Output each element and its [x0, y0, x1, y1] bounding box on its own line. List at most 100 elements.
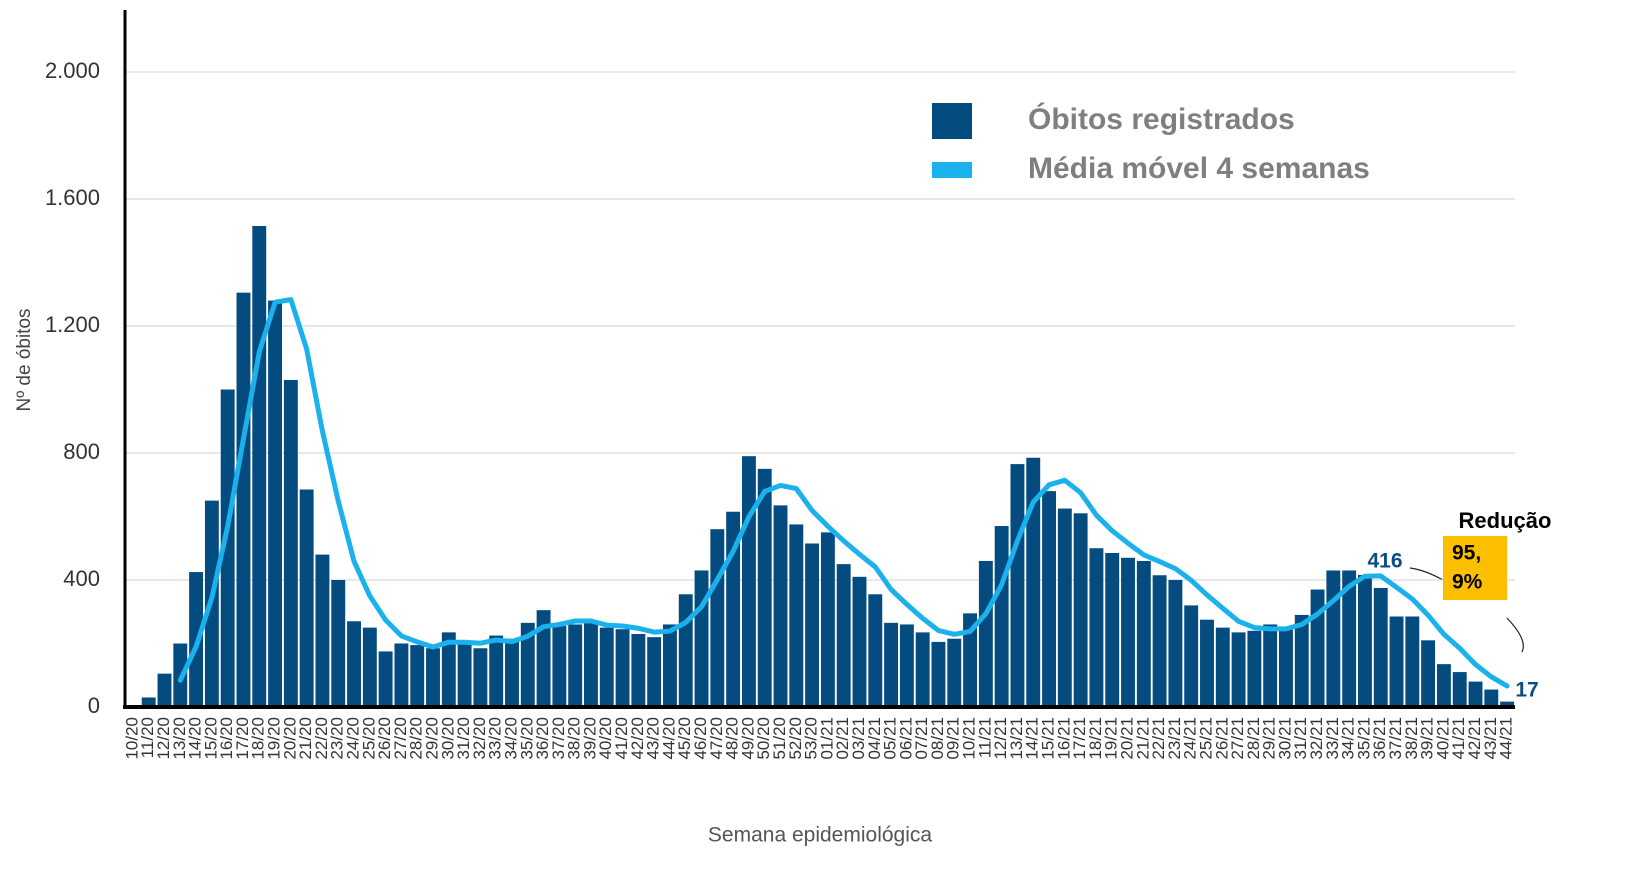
bar [994, 526, 1009, 707]
x-tick-label: 02/21 [833, 717, 852, 760]
data-label: 17 [1515, 679, 1538, 702]
x-tick-label: 14/21 [1023, 717, 1042, 760]
bar [662, 624, 677, 707]
x-tick-label: 09/21 [944, 717, 963, 760]
x-tick-label: 33/21 [1323, 717, 1342, 760]
legend-label: Média móvel 4 semanas [1028, 152, 1370, 185]
bar [820, 532, 835, 707]
y-tick-label: 400 [63, 566, 100, 591]
x-tick-label: 13/21 [1007, 717, 1026, 760]
bar [252, 225, 267, 708]
bar [647, 637, 662, 707]
x-tick-label: 21/21 [1133, 717, 1152, 760]
x-tick-label: 30/20 [438, 717, 457, 760]
x-tick-label: 29/20 [422, 717, 441, 760]
bar [805, 543, 820, 707]
x-tick-label: 21/20 [296, 717, 315, 760]
bar [868, 594, 883, 707]
bar [978, 560, 993, 707]
x-tick-label: 26/21 [1212, 717, 1231, 760]
legend-label: Óbitos registrados [1028, 102, 1295, 136]
bar [884, 622, 899, 707]
bar [378, 651, 393, 707]
legend-swatch [932, 103, 972, 139]
bar [268, 300, 283, 707]
moving-average-line [177, 297, 1510, 689]
x-tick-label: 29/21 [1260, 717, 1279, 760]
bar [315, 554, 330, 707]
x-tick-label: 39/20 [580, 717, 599, 760]
bar [694, 570, 709, 707]
x-tick-label: 30/21 [1275, 717, 1294, 760]
bar [1073, 513, 1088, 707]
x-tick-label: 24/20 [344, 717, 363, 760]
x-tick-label: 37/21 [1386, 717, 1405, 760]
bar [915, 632, 930, 707]
x-tick-label: 40/20 [596, 717, 615, 760]
x-tick-label: 06/21 [896, 717, 915, 760]
x-tick-label: 47/20 [707, 717, 726, 760]
bar [757, 468, 772, 707]
connector [1409, 567, 1444, 581]
bar [1152, 575, 1167, 707]
bar [852, 576, 867, 707]
bar [947, 638, 962, 707]
bar [1484, 689, 1499, 707]
bar [362, 627, 377, 707]
annotation-box [1443, 536, 1507, 600]
x-tick-label: 16/20 [217, 717, 236, 760]
bar [552, 626, 567, 707]
x-tick-label: 48/20 [723, 717, 742, 760]
bar [568, 624, 583, 707]
x-tick-label: 11/21 [975, 717, 994, 758]
bar [1026, 457, 1041, 707]
bar [1263, 624, 1278, 707]
x-tick-label: 28/20 [407, 717, 426, 760]
bar [1500, 701, 1515, 707]
x-tick-label: 31/21 [1291, 717, 1310, 760]
bar [899, 624, 914, 707]
x-tick-label: 04/21 [865, 717, 884, 760]
bar [283, 379, 298, 707]
x-tick-label: 41/21 [1449, 717, 1468, 760]
x-tick-label: 38/20 [565, 717, 584, 760]
x-tick-label: 39/21 [1418, 717, 1437, 760]
bar [963, 613, 978, 707]
legend-swatch [932, 162, 972, 178]
x-tick-label: 10/20 [122, 717, 141, 760]
x-tick-label: 53/20 [802, 717, 821, 760]
x-tick-label: 27/21 [1228, 717, 1247, 760]
x-tick-label: 12/21 [991, 717, 1010, 760]
bar [1184, 605, 1199, 707]
x-tick-label: 05/21 [881, 717, 900, 760]
data-label: 416 [1367, 550, 1402, 573]
x-tick-label: 51/20 [770, 717, 789, 760]
bar [1294, 614, 1309, 707]
bar [1247, 630, 1262, 707]
y-tick-label: 2.000 [45, 58, 100, 83]
y-axis-label: Nº de óbitos [14, 308, 35, 411]
bar [141, 697, 156, 707]
bar [631, 633, 646, 707]
x-tick-label: 31/20 [454, 717, 473, 760]
x-tick-label: 11/20 [138, 717, 157, 758]
x-tick-label: 25/20 [359, 717, 378, 760]
x-tick-label: 10/21 [960, 717, 979, 760]
x-tick-label: 18/20 [249, 717, 268, 760]
x-tick-label: 28/21 [1244, 717, 1263, 760]
bar [1452, 672, 1467, 707]
x-tick-label: 23/20 [328, 717, 347, 760]
x-tick-label: 08/21 [928, 717, 947, 760]
x-tick-label: 32/20 [470, 717, 489, 760]
annotation-text: 9% [1452, 571, 1483, 594]
x-tick-label: 33/20 [486, 717, 505, 760]
bar [678, 594, 693, 707]
bar [789, 524, 804, 707]
x-tick-label: 23/21 [1165, 717, 1184, 760]
y-tick-label: 1.600 [45, 185, 100, 210]
bar [1357, 574, 1372, 707]
x-tick-label: 18/21 [1086, 717, 1105, 760]
x-tick-label: 12/20 [154, 717, 173, 760]
y-tick-label: 0 [88, 693, 100, 718]
